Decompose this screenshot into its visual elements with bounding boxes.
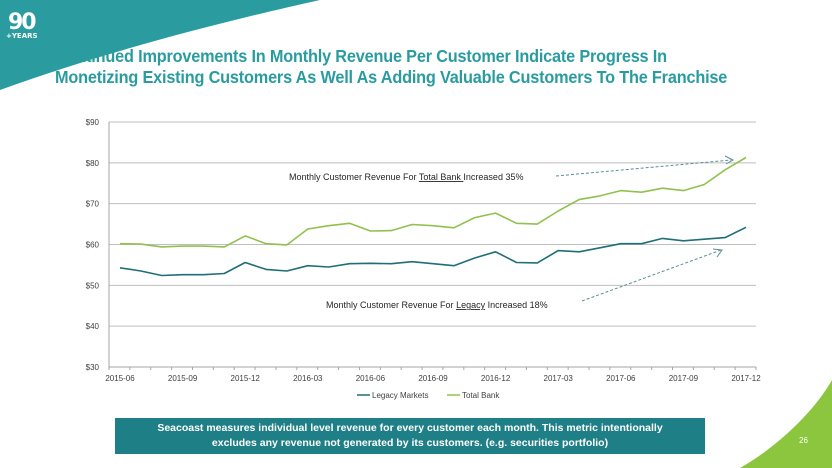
page-number: 26 — [799, 436, 808, 445]
x-tick-label: 2016-09 — [418, 374, 448, 383]
teal-corner-swoosh — [0, 0, 320, 90]
annotation-legacy: Monthly Customer Revenue For Legacy Incr… — [326, 300, 548, 310]
x-tick-label: 2017-06 — [606, 374, 636, 383]
logo-years-text: +YEARS — [6, 32, 38, 40]
company-logo: 90 +YEARS — [6, 10, 40, 44]
note-line-1: Seacoast measures individual level reven… — [157, 422, 663, 434]
legend-label-total: Total Bank — [462, 391, 500, 400]
series-line-legacy-markets — [119, 226, 747, 277]
y-tick-label: $80 — [86, 159, 100, 168]
y-tick-label: $30 — [86, 363, 100, 372]
x-tick-label: 2015-09 — [168, 374, 198, 383]
x-tick-label: 2017-12 — [731, 374, 761, 383]
methodology-note: Seacoast measures individual level reven… — [115, 418, 705, 454]
y-tick-label: $60 — [86, 241, 100, 250]
green-corner-swoosh — [740, 380, 832, 468]
slide-title: Continued Improvements In Monthly Revenu… — [55, 46, 728, 87]
x-tick-label: 2016-03 — [293, 374, 323, 383]
annotation-total-bank: Monthly Customer Revenue For Total Bank … — [289, 172, 523, 182]
legend-label-legacy: Legacy Markets — [372, 391, 428, 400]
x-tick-label: 2015-06 — [105, 374, 135, 383]
annotation-arrow-legacy — [581, 249, 722, 302]
x-tick-label: 2015-12 — [231, 374, 261, 383]
note-line-2: excludes any revenue not generated by it… — [211, 437, 609, 449]
annotation-arrow-total — [555, 159, 732, 177]
y-tick-label: $50 — [86, 281, 100, 290]
x-tick-label: 2017-03 — [544, 374, 574, 383]
y-tick-label: $90 — [86, 118, 100, 127]
arrow-head-total — [724, 155, 735, 165]
series-line-total-bank — [119, 156, 747, 248]
x-tick-label: 2016-12 — [481, 374, 511, 383]
logo-number: 90 — [8, 10, 37, 35]
x-tick-label: 2017-09 — [669, 374, 699, 383]
x-tick-label: 2016-06 — [356, 374, 386, 383]
arrow-head-legacy — [712, 248, 723, 258]
y-tick-label: $40 — [86, 322, 100, 331]
y-tick-label: $70 — [86, 200, 100, 209]
